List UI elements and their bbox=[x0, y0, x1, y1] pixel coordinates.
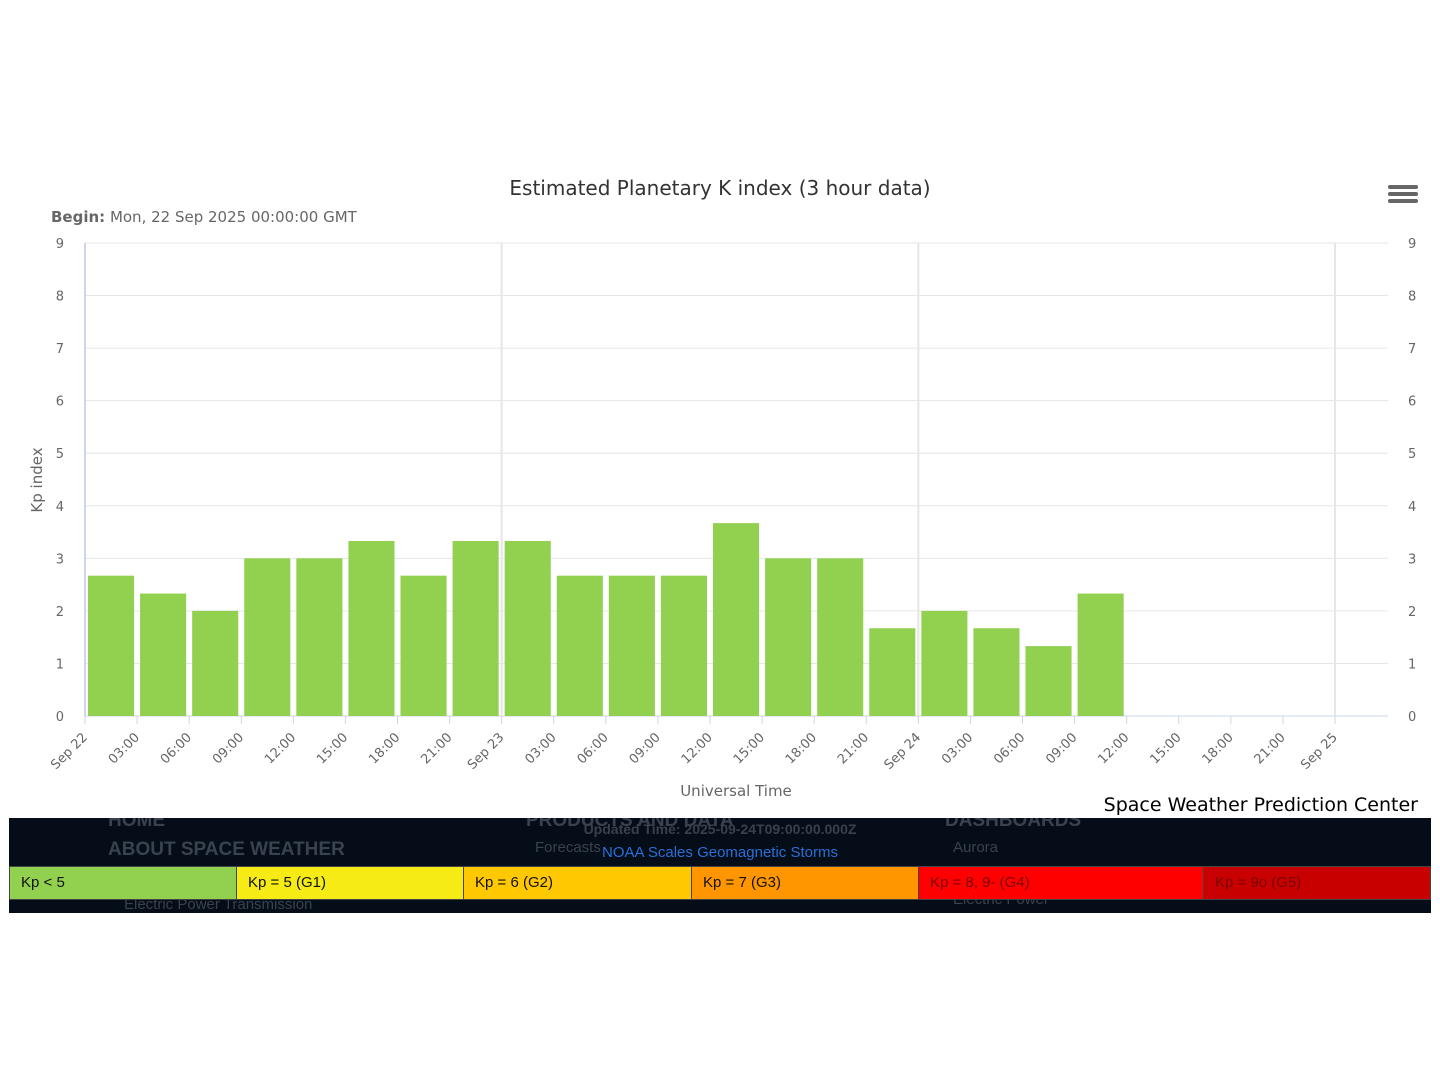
kp-bar bbox=[296, 558, 343, 716]
x-tick-label: 06:00 bbox=[991, 730, 1028, 767]
x-tick-label: 06:00 bbox=[158, 730, 195, 767]
x-tick-label: 18:00 bbox=[366, 730, 403, 767]
kp-bar bbox=[660, 575, 707, 716]
kp-chart: Estimated Planetary K index (3 hour data… bbox=[28, 176, 1416, 800]
x-tick-label: 03:00 bbox=[522, 730, 559, 767]
kp-bar bbox=[244, 558, 291, 716]
chart-subtitle: Begin: Mon, 22 Sep 2025 00:00:00 GMT bbox=[51, 208, 358, 226]
y-tick-label: 6 bbox=[56, 395, 64, 410]
x-tick-label: Sep 24 bbox=[882, 730, 925, 773]
x-tick-label: 12:00 bbox=[1095, 730, 1132, 767]
y-tick-label: 2 bbox=[56, 605, 64, 620]
kp-bar bbox=[504, 540, 551, 716]
x-tick-label: 09:00 bbox=[1043, 730, 1080, 767]
kp-bar bbox=[713, 523, 760, 716]
y-tick-label-right: 0 bbox=[1408, 710, 1416, 725]
y-tick-label: 9 bbox=[56, 237, 64, 252]
kp-bar bbox=[817, 558, 864, 716]
scale-kp-7-g3: Kp = 7 (G3) bbox=[692, 866, 919, 900]
kp-bar bbox=[556, 575, 603, 716]
x-tick-label: 03:00 bbox=[106, 730, 143, 767]
noaa-scales-link[interactable]: NOAA Scales Geomagnetic Storms bbox=[602, 844, 838, 861]
nav-about-link[interactable]: ABOUT SPACE WEATHER bbox=[108, 839, 345, 860]
kp-bar bbox=[608, 575, 655, 716]
x-tick-label: 21:00 bbox=[1252, 730, 1289, 767]
nav-dashboards-link[interactable]: DASHBOARDS bbox=[945, 818, 1082, 831]
x-tick-label: Sep 25 bbox=[1298, 730, 1341, 773]
x-tick-label: 15:00 bbox=[314, 730, 351, 767]
y-tick-label-right: 7 bbox=[1408, 342, 1416, 357]
nav-home-link[interactable]: HOME bbox=[108, 818, 165, 831]
x-tick-label: 18:00 bbox=[1200, 730, 1237, 767]
scale-kp-8-g4: Kp = 8, 9- (G4) bbox=[919, 866, 1204, 900]
y-tick-label-right: 5 bbox=[1408, 447, 1416, 462]
kp-bar bbox=[869, 628, 916, 716]
kp-bar bbox=[348, 540, 395, 716]
nav-forecasts-link[interactable]: Forecasts bbox=[535, 839, 601, 856]
nav-electric-link[interactable]: Electric Power Transmission bbox=[124, 896, 313, 913]
x-tick-label: 12:00 bbox=[262, 730, 299, 767]
x-tick-label: 06:00 bbox=[575, 730, 612, 767]
chart-title: Estimated Planetary K index (3 hour data… bbox=[509, 176, 930, 200]
x-tick-label: Sep 23 bbox=[465, 730, 508, 773]
x-tick-label: 09:00 bbox=[210, 730, 247, 767]
x-tick-label: 12:00 bbox=[679, 730, 716, 767]
y-tick-label: 1 bbox=[56, 657, 64, 672]
x-tick-label: 21:00 bbox=[418, 730, 455, 767]
kp-bar bbox=[400, 575, 447, 716]
y-tick-label-right: 2 bbox=[1408, 605, 1416, 620]
y-tick-label: 0 bbox=[56, 710, 64, 725]
x-tick-label: 15:00 bbox=[731, 730, 768, 767]
y-tick-label: 7 bbox=[56, 342, 64, 357]
scale-kp-below-5: Kp < 5 bbox=[9, 866, 237, 900]
nav-aurora-link[interactable]: Aurora bbox=[953, 839, 999, 856]
y-tick-label-right: 4 bbox=[1408, 500, 1416, 515]
y-tick-label: 8 bbox=[56, 290, 64, 305]
kp-bar bbox=[1077, 593, 1124, 716]
x-tick-label: 21:00 bbox=[835, 730, 872, 767]
kp-bar bbox=[973, 628, 1020, 716]
hamburger-menu-icon[interactable] bbox=[1388, 182, 1418, 208]
updated-time: Updated Time: 2025-09-24T09:00:00.000Z bbox=[583, 821, 857, 837]
x-tick-label: 09:00 bbox=[627, 730, 664, 767]
scale-kp-6-g2: Kp = 6 (G2) bbox=[464, 866, 692, 900]
scale-kp-5-g1: Kp = 5 (G1) bbox=[237, 866, 464, 900]
kp-scale-legend: Kp < 5 Kp = 5 (G1) Kp = 6 (G2) Kp = 7 (G… bbox=[9, 866, 1431, 900]
x-axis-title: Universal Time bbox=[680, 782, 792, 800]
page-footer: HOME ABOUT SPACE WEATHER Electric Power … bbox=[9, 818, 1431, 913]
y-tick-label-right: 3 bbox=[1408, 552, 1416, 567]
kp-bar bbox=[921, 610, 968, 716]
x-tick-label: Sep 22 bbox=[48, 730, 91, 773]
y-tick-label: 4 bbox=[56, 500, 64, 515]
y-tick-label-right: 8 bbox=[1408, 290, 1416, 305]
kp-bar bbox=[140, 593, 187, 716]
kp-bar bbox=[88, 575, 135, 716]
credit-label: Space Weather Prediction Center bbox=[1103, 794, 1418, 816]
x-tick-label: 03:00 bbox=[939, 730, 976, 767]
y-tick-label-right: 9 bbox=[1408, 237, 1416, 252]
x-tick-label: 15:00 bbox=[1147, 730, 1184, 767]
kp-bar bbox=[192, 610, 239, 716]
kp-bar bbox=[452, 540, 499, 716]
y-tick-label-right: 1 bbox=[1408, 657, 1416, 672]
y-tick-label: 3 bbox=[56, 552, 64, 567]
nav-products-link[interactable]: PRODUCTS AND DATA bbox=[526, 818, 734, 831]
y-tick-label: 5 bbox=[56, 447, 64, 462]
kp-bar bbox=[1025, 646, 1072, 716]
y-tick-label-right: 6 bbox=[1408, 395, 1416, 410]
y-axis-title: Kp index bbox=[28, 447, 46, 512]
kp-bar bbox=[765, 558, 812, 716]
scale-kp-9-g5: Kp = 9o (G5) bbox=[1204, 866, 1431, 900]
x-tick-label: 18:00 bbox=[783, 730, 820, 767]
